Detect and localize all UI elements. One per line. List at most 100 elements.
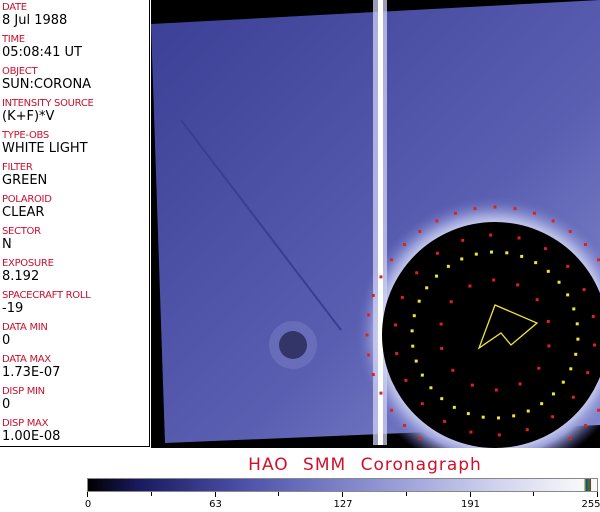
reference-dot: [571, 395, 575, 399]
reference-dot: [505, 251, 509, 255]
reference-dot: [389, 408, 393, 412]
reference-dot: [591, 315, 595, 319]
reference-dot: [452, 405, 456, 409]
instrument-title: HAO SMM Coronagraph: [248, 455, 482, 475]
colorbar-tick: [342, 492, 343, 497]
colorbar-minor-tick: [278, 492, 280, 496]
reference-dot: [412, 314, 416, 318]
reference-dot: [473, 207, 477, 211]
meta-value: 0: [2, 397, 11, 412]
meta-value: CLEAR: [2, 205, 45, 220]
reference-dot: [365, 333, 369, 337]
reference-dot: [415, 271, 419, 275]
reference-dot: [566, 264, 570, 268]
reference-dot: [440, 397, 444, 401]
reference-dot: [440, 347, 444, 351]
reference-dot: [525, 428, 529, 432]
reference-dot: [402, 424, 406, 428]
colorbar-minor-tick: [533, 492, 535, 496]
reference-dot: [404, 378, 408, 382]
reference-dot: [418, 437, 422, 441]
reference-dot: [520, 254, 524, 258]
reference-dot: [420, 373, 424, 377]
reference-dot: [582, 288, 586, 292]
reference-dot: [367, 353, 371, 357]
dark-spot: [279, 331, 307, 359]
meta-label: OBJECT: [2, 66, 38, 77]
colorbar-tick: [87, 492, 88, 497]
reference-dot: [393, 323, 397, 327]
meta-value: N: [2, 237, 12, 252]
reference-dot: [410, 329, 414, 333]
reference-dot: [466, 412, 470, 416]
reference-dot: [516, 283, 520, 287]
reference-dot: [575, 322, 579, 326]
reference-dot: [551, 415, 555, 419]
reference-dot: [371, 373, 375, 377]
reference-dot: [551, 219, 555, 223]
reference-dot: [460, 257, 464, 261]
reference-dot: [543, 247, 547, 251]
reference-dot: [497, 433, 501, 437]
reference-dot: [568, 437, 572, 441]
reference-dot: [470, 383, 474, 387]
reference-dot: [449, 300, 453, 304]
reference-dot: [371, 293, 375, 297]
reference-dot: [557, 280, 561, 284]
meta-label: DATA MAX: [2, 354, 51, 365]
reference-dot: [446, 264, 450, 268]
reference-dot: [494, 388, 498, 392]
reference-dot: [425, 286, 429, 290]
reference-dot: [551, 392, 555, 396]
reference-dot: [443, 419, 447, 423]
reference-dot: [453, 211, 457, 215]
reference-dot: [414, 359, 418, 363]
colorbar-minor-tick: [405, 492, 407, 496]
reference-dot: [537, 366, 541, 370]
colorbar-tick-label: 0: [84, 499, 92, 510]
occulting-disk: [382, 222, 600, 448]
colorbar-tick: [214, 492, 216, 497]
colorbar-minor-tick: [150, 492, 152, 496]
reference-dot: [435, 219, 439, 223]
reference-dot: [389, 258, 393, 262]
reference-dot: [535, 298, 539, 302]
reference-dot: [586, 371, 590, 375]
reference-dot: [534, 261, 538, 265]
reference-dot: [367, 313, 371, 317]
reference-dot: [576, 337, 580, 341]
spot-halo: [269, 321, 317, 369]
reference-dot: [546, 269, 550, 273]
colorbar-tick-label: 255: [581, 499, 600, 510]
reference-dot: [418, 229, 422, 233]
reference-dot: [468, 284, 472, 288]
reference-dot: [461, 238, 465, 242]
metadata-panel: DATE 8 Jul 1988 TIME 05:08:41 UT OBJECT SUN:C…: [0, 0, 150, 447]
reference-dot: [429, 386, 433, 390]
meta-label: INTENSITY SOURCE: [2, 98, 94, 109]
reference-dot: [584, 424, 588, 428]
reference-dot: [561, 380, 565, 384]
reference-dot: [411, 344, 415, 348]
meta-value: 8 Jul 1988: [2, 13, 68, 28]
reference-dot: [546, 319, 550, 323]
meta-value: GREEN: [2, 173, 48, 188]
reference-dot: [526, 409, 530, 413]
reference-dots: [365, 205, 600, 448]
meta-value: WHITE LIGHT: [2, 141, 88, 156]
meta-value: 1.73E-07: [2, 365, 61, 380]
meta-label: EXPOSURE: [2, 258, 54, 269]
reference-dot: [395, 351, 399, 355]
meta-label: TYPE-OBS: [2, 130, 49, 141]
reference-dot: [572, 307, 576, 311]
meta-label: SPACECRAFT ROLL: [2, 290, 91, 301]
reference-dot: [379, 275, 383, 279]
meta-label: DATA MIN: [2, 322, 48, 333]
reference-dot: [451, 368, 455, 372]
meta-label: SECTOR: [2, 226, 41, 237]
reference-dot: [518, 382, 522, 386]
colorbar-tick: [469, 492, 471, 497]
meta-value: -19: [2, 301, 24, 316]
reference-dot: [513, 207, 517, 211]
reference-dot: [547, 344, 551, 348]
